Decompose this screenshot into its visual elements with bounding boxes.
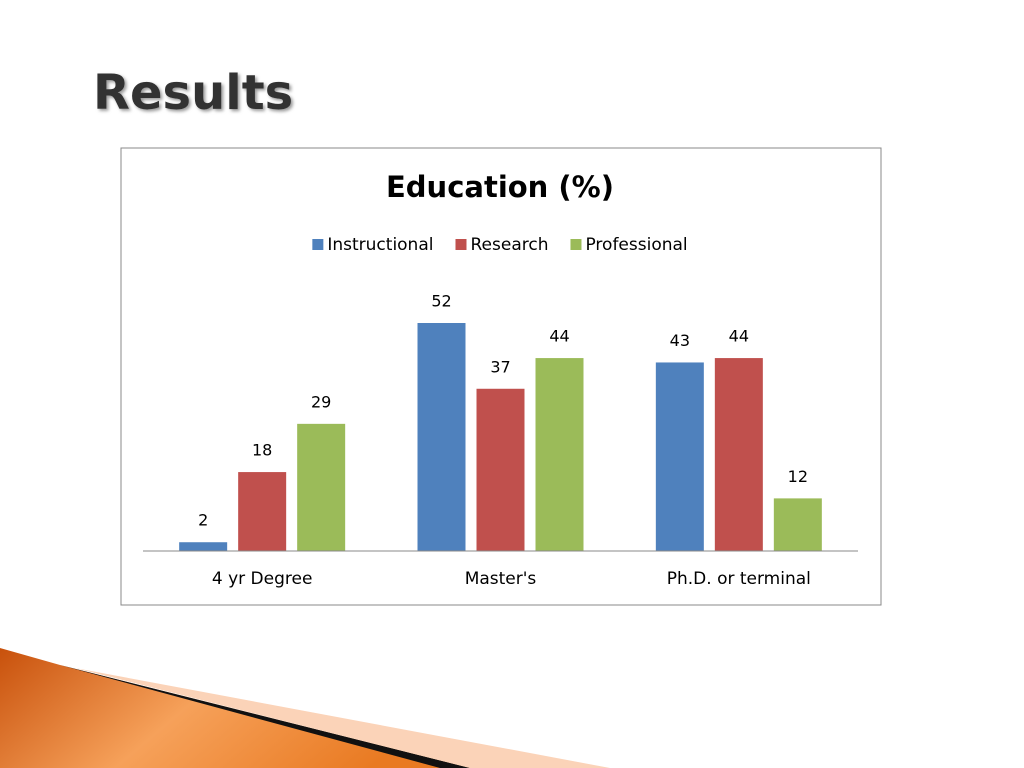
bar bbox=[297, 423, 346, 551]
data-label: 52 bbox=[431, 292, 451, 311]
legend-swatch bbox=[455, 239, 467, 250]
slide-title: Results bbox=[93, 65, 293, 121]
x-tick-label: Master's bbox=[465, 569, 537, 589]
bar bbox=[179, 542, 228, 551]
data-label: 29 bbox=[311, 392, 331, 411]
x-tick-label: Ph.D. or terminal bbox=[667, 569, 811, 589]
data-label: 43 bbox=[670, 331, 690, 350]
data-label: 37 bbox=[490, 357, 510, 376]
legend-swatch bbox=[570, 239, 582, 250]
legend-swatch bbox=[312, 239, 324, 250]
bar bbox=[476, 388, 525, 551]
data-label: 44 bbox=[729, 327, 749, 346]
data-label: 44 bbox=[549, 327, 569, 346]
plot: 4 yr Degree 2 18 29 Master's 52 37 44 Ph.D. or t… bbox=[179, 292, 822, 589]
data-label: 12 bbox=[788, 467, 808, 486]
bar bbox=[773, 498, 822, 551]
legend-label: Research bbox=[470, 235, 548, 255]
bar bbox=[535, 358, 584, 551]
data-label: 18 bbox=[252, 441, 272, 460]
decor-orange bbox=[0, 648, 470, 768]
legend-label: Professional bbox=[585, 235, 687, 255]
bar bbox=[714, 358, 763, 551]
bar bbox=[655, 362, 704, 551]
bar bbox=[238, 472, 287, 551]
legend: Instructional Research Professional bbox=[312, 235, 688, 255]
decor-peach bbox=[75, 668, 610, 768]
chart-title: Education (%) bbox=[386, 170, 614, 204]
x-tick-label: 4 yr Degree bbox=[212, 569, 313, 589]
legend-label: Instructional bbox=[327, 235, 433, 255]
decor-black bbox=[60, 665, 470, 768]
bar bbox=[417, 323, 466, 551]
data-label: 2 bbox=[198, 511, 208, 530]
